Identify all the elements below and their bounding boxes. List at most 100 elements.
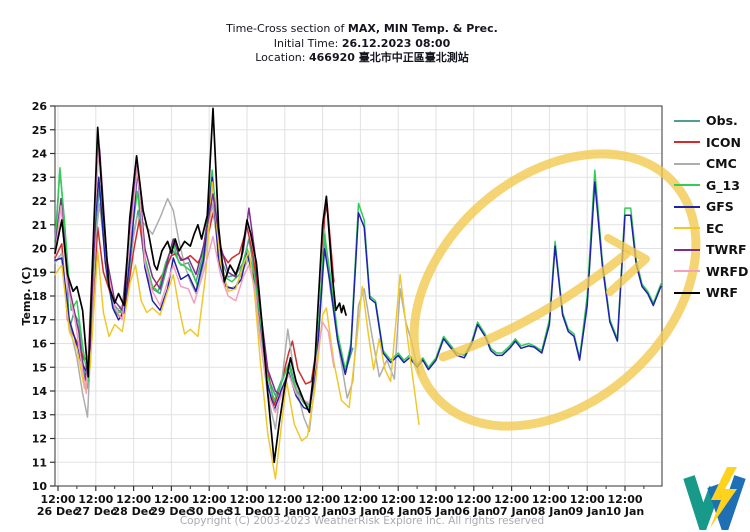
annotation-arrow-shaft (438, 249, 631, 362)
x-tick-date: 27 Dec (75, 505, 117, 518)
legend-label: CMC (706, 156, 737, 172)
x-tick-date: 30 Dec (188, 505, 230, 518)
legend-item-cmc: CMC (674, 153, 748, 175)
legend-swatch-icon (674, 205, 700, 208)
x-tick-date: 28 Dec (112, 505, 154, 518)
legend-label: TWRF (706, 242, 747, 258)
y-tick-label: 15 (32, 361, 47, 374)
chart-title: Time-Cross section of MAX, MIN Temp. & P… (0, 22, 724, 37)
series-line-g_13 (54, 143, 662, 409)
legend-swatch-icon (674, 141, 700, 144)
x-tick-time: 12:00 (305, 493, 340, 506)
x-tick-date: 08 Jan (530, 505, 568, 518)
weatherrisk-logo (683, 467, 746, 530)
x-tick-time: 12:00 (607, 493, 642, 506)
y-tick-label: 11 (32, 456, 47, 469)
chart-title-main: MAX, MIN Temp. & Prec. (347, 22, 498, 35)
series-line-ec (54, 181, 420, 480)
x-tick-time: 12:00 (381, 493, 416, 506)
legend-label: Obs. (706, 113, 738, 129)
y-tick-label: 13 (32, 409, 47, 422)
x-tick-time: 12:00 (343, 493, 378, 506)
legend-item-wrf: WRF (674, 282, 748, 304)
location-line: Location: 466920 臺北市中正區臺北測站 (0, 51, 724, 66)
x-tick-time: 12:00 (532, 493, 567, 506)
y-tick-label: 18 (32, 290, 47, 303)
legend-item-ec: EC (674, 218, 748, 240)
legend-item-g_13: G_13 (674, 175, 748, 197)
y-tick-label: 25 (32, 124, 47, 137)
legend-item-gfs: GFS (674, 196, 748, 218)
legend-swatch-icon (674, 291, 700, 294)
x-tick-date: 07 Jan (492, 505, 530, 518)
legend-item-wrfd: WRFD (674, 261, 748, 283)
x-tick-time: 12:00 (40, 493, 75, 506)
x-tick-date: 04 Jan (379, 505, 417, 518)
logo-w-left-stroke (683, 475, 721, 530)
y-tick-label: 23 (32, 171, 47, 184)
x-tick-time: 12:00 (267, 493, 302, 506)
logo-lightning-bolt-icon (710, 467, 737, 528)
series-line-wrf (54, 107, 347, 464)
legend-item-icon: ICON (674, 132, 748, 154)
y-tick-label: 14 (32, 385, 48, 398)
x-tick-date: 06 Jan (455, 505, 493, 518)
series-line-wrfd (54, 148, 335, 414)
annotation-arrowhead-icon (604, 234, 650, 296)
x-tick-time: 12:00 (494, 493, 529, 506)
y-tick-label: 20 (32, 243, 48, 256)
legend-swatch-icon (674, 248, 700, 251)
x-tick-date: 02 Jan (303, 505, 341, 518)
y-tick-label: 26 (32, 100, 48, 113)
legend-swatch-icon (674, 119, 700, 122)
location-value: 466920 臺北市中正區臺北測站 (308, 51, 469, 64)
chart-legend: Obs. ICON CMC G_13 GFS EC TWRF WRFD WRF (674, 110, 748, 304)
y-tick-label: 22 (32, 195, 47, 208)
legend-item-twrf: TWRF (674, 239, 748, 261)
initial-time-label: Initial Time: (273, 36, 342, 50)
initial-time-value: 26.12.2023 08:00 (341, 36, 451, 50)
y-axis-title: Temp. (C) (20, 267, 33, 326)
chart-title-prefix: Time-Cross section of (226, 22, 348, 35)
legend-label: EC (706, 220, 724, 236)
x-tick-date: 01 Jan (266, 505, 304, 518)
legend-item-obs: Obs. (674, 110, 748, 132)
initial-time-line: Initial Time: 26.12.2023 08:00 (0, 37, 724, 52)
x-tick-time: 12:00 (154, 493, 189, 506)
legend-swatch-icon (674, 184, 700, 187)
annotation-group (409, 149, 701, 431)
legend-swatch-icon (674, 162, 700, 165)
legend-label: WRFD (706, 263, 749, 279)
x-tick-date: 26 Dec (37, 505, 79, 518)
x-tick-time: 12:00 (192, 493, 227, 506)
chart-title-block: Time-Cross section of MAX, MIN Temp. & P… (0, 22, 724, 66)
legend-label: ICON (706, 134, 741, 150)
x-tick-date: 29 Dec (150, 505, 192, 518)
location-label: Location: (255, 51, 309, 64)
series-line-gfs (54, 169, 662, 411)
y-tick-label: 17 (32, 314, 47, 327)
y-tick-label: 12 (32, 433, 47, 446)
x-tick-time: 12:00 (116, 493, 151, 506)
legend-label: GFS (706, 199, 734, 215)
x-tick-date: 05 Jan (417, 505, 455, 518)
x-tick-date: 10 Jan (606, 505, 644, 518)
y-tick-label: 10 (32, 480, 48, 493)
y-tick-label: 21 (32, 219, 47, 232)
legend-label: G_13 (706, 177, 740, 193)
legend-swatch-icon (674, 270, 700, 273)
x-tick-time: 12:00 (418, 493, 453, 506)
x-tick-date: 09 Jan (568, 505, 606, 518)
x-tick-time: 12:00 (229, 493, 264, 506)
copyright-text: Copyright (C) 2003-2023 WeatherRisk Expl… (179, 515, 545, 527)
x-tick-time: 12:00 (570, 493, 605, 506)
x-tick-date: 03 Jan (341, 505, 379, 518)
y-tick-label: 24 (32, 148, 48, 161)
legend-swatch-icon (674, 227, 700, 230)
annotation-ellipse (409, 149, 701, 431)
x-tick-date: 31 Dec (226, 505, 268, 518)
x-tick-time: 12:00 (456, 493, 491, 506)
series-line-icon (54, 202, 335, 407)
